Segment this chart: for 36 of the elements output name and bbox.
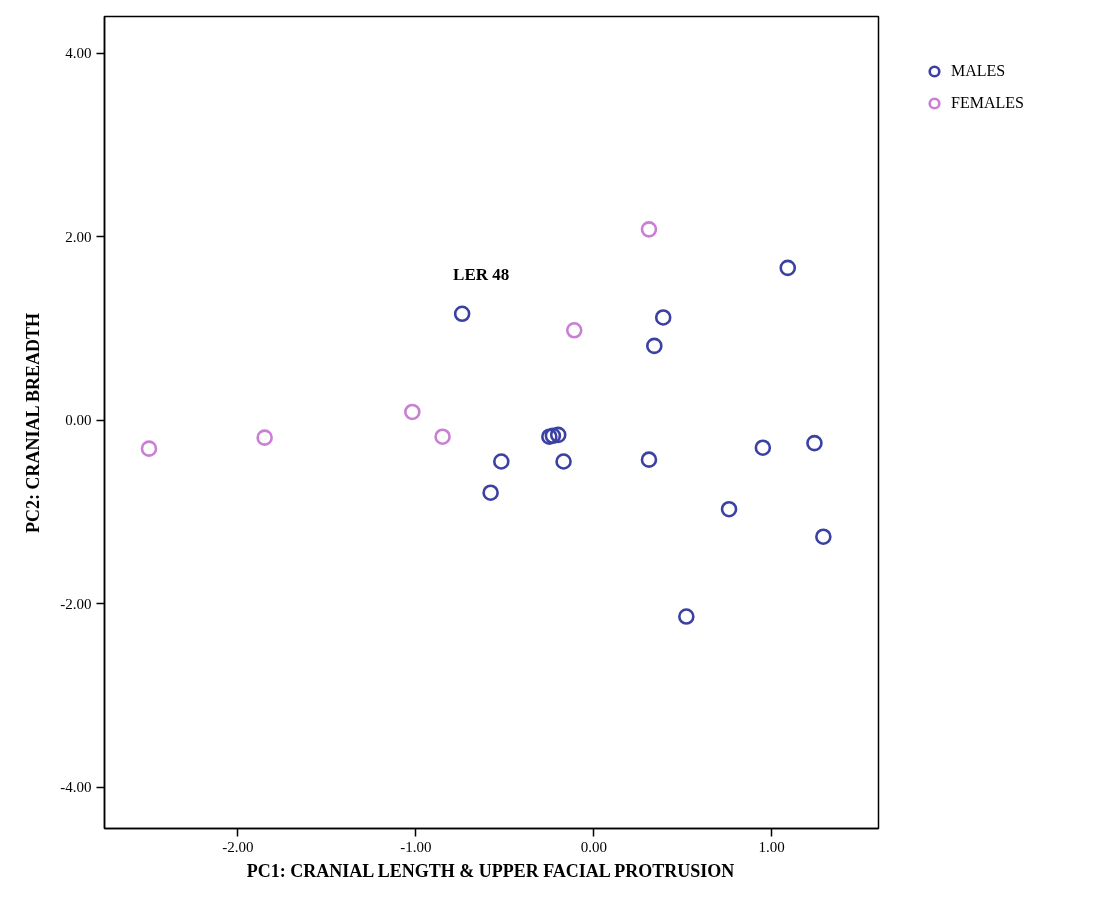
point [140,440,158,457]
legend-label: MALES [951,61,1006,81]
point [720,500,738,518]
point [806,434,823,452]
point [640,221,658,238]
x-tick-label: -2.00 [222,838,254,855]
point [555,453,572,470]
point [434,428,451,446]
point [544,427,562,445]
point [779,259,797,277]
point [541,428,558,446]
y-tick-label: -4.00 [60,779,92,796]
point [815,528,832,546]
point [256,429,273,446]
point [678,608,695,625]
point [565,322,583,339]
point [654,309,672,326]
point [646,337,663,355]
y-tick-label: 2.00 [65,228,92,245]
x-tick-label: 1.00 [758,838,785,855]
point [482,484,499,501]
point [754,439,772,457]
y-tick-label: -2.00 [60,595,92,612]
y-axis-title: PC2: CRANIAL BREADTH [23,312,44,533]
y-tick-label: 4.00 [65,45,92,62]
x-tick-label: -1.00 [400,838,432,855]
point [404,403,421,421]
point [492,453,510,470]
x-axis-title: PC1: CRANIAL LENGTH & UPPER FACIAL PROTRUSION [246,860,735,881]
x-tick-label: 0.00 [580,838,607,855]
y-tick-label: 0.00 [65,412,92,429]
legend-label: FEMALES [951,93,1024,113]
point [453,305,471,323]
point [549,426,567,444]
annotation: LER 48 [453,264,510,284]
point [640,451,658,468]
